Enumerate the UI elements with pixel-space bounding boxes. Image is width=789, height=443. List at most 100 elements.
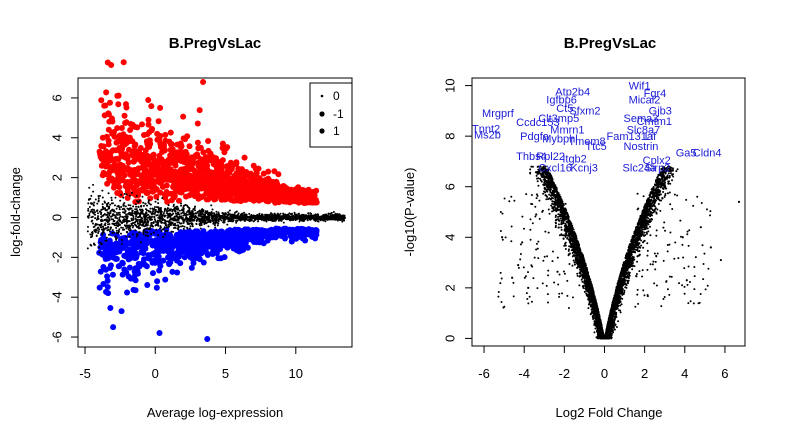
- ma-point-ns: [262, 219, 265, 222]
- ma-point-ns: [176, 211, 179, 214]
- legend-marker-0: [320, 94, 324, 98]
- ma-point-ns: [182, 220, 185, 223]
- ma-point-up: [220, 185, 227, 192]
- ma-point-up: [159, 171, 166, 178]
- ma-point-up: [177, 171, 184, 178]
- ma-point-ns: [302, 220, 305, 223]
- ma-point-ns: [94, 211, 97, 214]
- ma-point-up: [172, 162, 179, 169]
- ma-point-ns: [149, 207, 152, 210]
- ma-point-ns: [191, 223, 194, 226]
- ma-point-down: [121, 266, 128, 273]
- ma-point-ns: [145, 227, 148, 230]
- ma-point-ns: [121, 242, 124, 245]
- ma-point-up: [157, 159, 164, 166]
- ma-point-ns: [256, 214, 259, 217]
- ma-point-ns: [161, 217, 164, 220]
- ma-point-down: [154, 278, 161, 285]
- ma-point-ns: [265, 220, 268, 223]
- ma-point-ns: [252, 220, 255, 223]
- ma-point-ns: [230, 215, 233, 218]
- ma-point-up: [149, 177, 156, 184]
- ma-point-ns: [212, 216, 215, 219]
- ma-point-ns: [86, 247, 89, 250]
- ma-point-ns: [165, 226, 168, 229]
- ma-point-down: [162, 276, 169, 283]
- legend-marker-neg1: [319, 111, 325, 117]
- ma-point-up: [203, 196, 210, 203]
- ma-point-up: [135, 165, 142, 172]
- ma-point-ns: [148, 199, 151, 202]
- ma-point-ns: [138, 231, 141, 234]
- ma-point-ns: [343, 216, 346, 219]
- ma-point-down: [168, 254, 175, 261]
- ma-point-up: [173, 184, 180, 191]
- ma-point-ns: [168, 212, 171, 215]
- legend-box: [309, 82, 353, 148]
- ma-point-ns: [154, 200, 157, 203]
- ma-point-up: [177, 140, 184, 147]
- ma-point-ns: [123, 192, 126, 195]
- ma-point-ns: [99, 241, 102, 244]
- ma-point-ns: [123, 228, 126, 231]
- ma-point-down: [174, 269, 181, 276]
- ma-point-up: [105, 110, 112, 117]
- ma-point-ns: [120, 193, 123, 196]
- ma-point-ns: [165, 224, 168, 227]
- ma-point-up: [194, 139, 201, 146]
- ma-point-ns: [321, 215, 324, 218]
- ma-point-ns: [143, 213, 146, 216]
- ma-point-ns: [223, 212, 226, 215]
- ma-point-up: [212, 178, 219, 185]
- ma-point-outlier: [156, 330, 163, 337]
- ma-point-ns: [125, 235, 128, 238]
- ma-point-ns: [206, 219, 209, 222]
- ma-point-up: [123, 104, 130, 111]
- ma-point-up: [253, 170, 260, 177]
- ma-point-ns: [119, 220, 122, 223]
- ma-point-ns: [169, 218, 172, 221]
- ma-point-down: [157, 262, 164, 269]
- ma-point-ns: [93, 209, 96, 212]
- ma-point-ns: [200, 224, 203, 227]
- volcano-plot-title: B.PregVsLac: [564, 35, 657, 52]
- ma-point-ns: [326, 215, 329, 218]
- ma-point-up: [106, 99, 113, 106]
- ma-point-ns: [115, 237, 118, 240]
- ma-point-up: [206, 176, 213, 183]
- ma-point-ns: [117, 211, 120, 214]
- ma-x-tick-label: -5: [79, 366, 91, 381]
- ma-point-down: [97, 268, 104, 275]
- ma-point-ns: [273, 220, 276, 223]
- ma-point-ns: [182, 227, 185, 230]
- ma-y-tick-label: -6: [49, 331, 64, 343]
- ma-point-ns: [155, 221, 158, 224]
- ma-point-ns: [159, 213, 162, 216]
- ma-point-ns: [228, 209, 231, 212]
- ma-point-ns: [210, 204, 213, 207]
- ma-point-up: [106, 168, 113, 175]
- ma-point-up: [98, 143, 105, 150]
- ma-point-ns: [134, 229, 137, 232]
- ma-point-ns: [160, 221, 163, 224]
- ma-point-ns: [151, 215, 154, 218]
- ma-point-ns: [195, 219, 198, 222]
- ma-point-ns: [327, 216, 330, 219]
- ma-point-ns: [322, 214, 325, 217]
- ma-point-ns: [199, 227, 202, 230]
- ma-point-ns: [122, 216, 125, 219]
- ma-point-up: [269, 192, 276, 199]
- ma-point-up: [105, 141, 112, 148]
- ma-point-ns: [128, 220, 131, 223]
- ma-point-ns: [130, 191, 133, 194]
- ma-point-ns: [173, 215, 176, 218]
- ma-point-up: [235, 186, 242, 193]
- ma-point-outlier: [114, 92, 121, 99]
- ma-point-up: [108, 115, 115, 122]
- ma-point-up: [127, 126, 134, 133]
- ma-point-ns: [122, 204, 125, 207]
- ma-point-ns: [89, 210, 92, 213]
- ma-point-ns: [276, 212, 279, 215]
- ma-point-outlier: [204, 336, 211, 343]
